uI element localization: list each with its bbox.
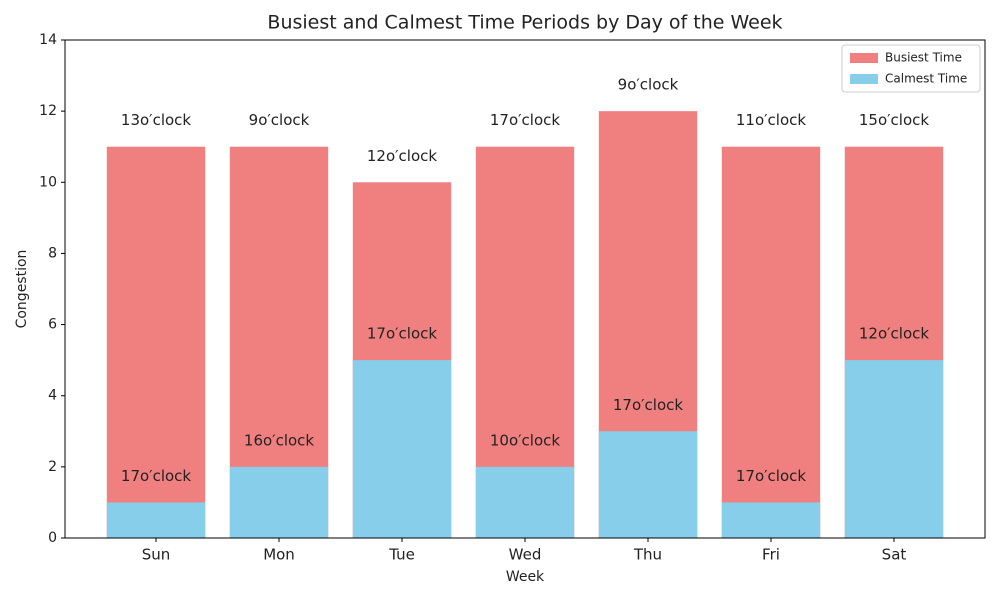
data-label: 12o′clock <box>367 147 438 165</box>
legend-label: Busiest Time <box>885 51 962 65</box>
bar <box>721 146 821 538</box>
data-label: 16o′clock <box>244 431 315 449</box>
data-label: 10o′clock <box>490 431 561 449</box>
x-tick-label: Fri <box>762 546 780 564</box>
bar <box>106 502 206 538</box>
y-tick-label: 4 <box>48 388 57 404</box>
bar <box>106 146 206 538</box>
x-tick-label: Wed <box>509 546 542 564</box>
x-tick-label: Mon <box>263 546 295 564</box>
legend-label: Calmest Time <box>885 72 967 86</box>
chart-title: Busiest and Calmest Time Periods by Day … <box>267 12 782 34</box>
bar <box>475 466 575 538</box>
y-tick-label: 8 <box>48 245 57 261</box>
data-label: 9o′clock <box>618 76 679 94</box>
data-label: 17o′clock <box>367 325 438 343</box>
x-axis-label: Week <box>506 569 545 585</box>
legend-swatch <box>850 53 878 63</box>
data-label: 11o′clock <box>736 111 807 129</box>
x-tick-label: Sun <box>142 546 171 564</box>
data-label: 17o′clock <box>736 467 807 485</box>
y-tick-label: 6 <box>48 317 57 333</box>
y-tick-label: 10 <box>39 174 57 190</box>
data-label: 15o′clock <box>859 111 930 129</box>
data-label: 9o′clock <box>249 111 310 129</box>
data-label: 17o′clock <box>121 467 192 485</box>
legend-swatch <box>850 74 878 84</box>
bar <box>598 431 698 538</box>
y-tick-label: 0 <box>48 530 57 546</box>
data-label: 17o′clock <box>613 396 684 414</box>
plot-area: 13o′clock 9o′clock 12o′clock 17o′clock 9o′cl… <box>39 32 986 564</box>
y-tick-label: 12 <box>39 103 57 119</box>
x-tick-label: Sat <box>882 546 907 564</box>
y-axis-label: Congestion <box>14 250 30 329</box>
y-tick-label: 2 <box>48 459 57 475</box>
bar <box>229 466 329 538</box>
bar <box>844 360 944 538</box>
y-tick-label: 14 <box>39 32 57 48</box>
legend: Busiest Time Calmest Time <box>841 44 981 93</box>
bar <box>352 360 452 538</box>
data-label: 13o′clock <box>121 111 192 129</box>
x-tick-label: Tue <box>388 546 415 564</box>
data-label: 12o′clock <box>859 325 930 343</box>
data-label: 17o′clock <box>490 111 561 129</box>
bar <box>721 502 821 538</box>
x-tick-label: Thu <box>633 546 662 564</box>
